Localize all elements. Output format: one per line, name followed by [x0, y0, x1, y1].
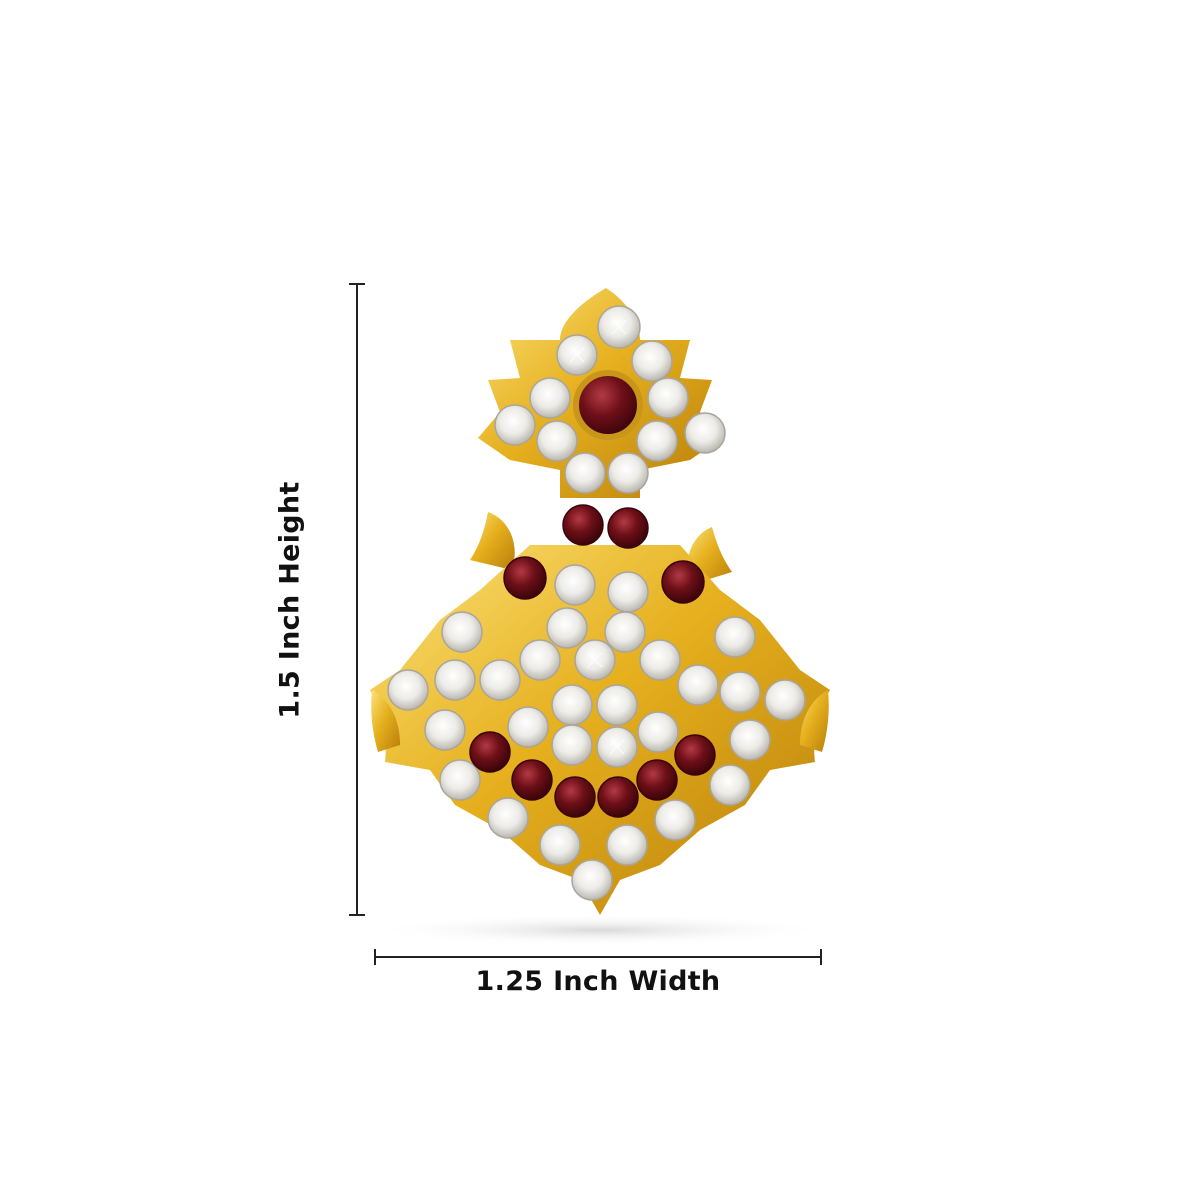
height-label: 1.5 Inch Height	[274, 481, 306, 719]
floor-shadow	[370, 914, 830, 946]
crystal-sparkles	[569, 319, 627, 755]
width-label: 1.25 Inch Width	[475, 966, 721, 997]
ruby-stones	[469, 370, 716, 818]
width-dimension-line	[374, 949, 822, 965]
jewelry-pendant	[370, 288, 830, 915]
crystal-stones	[387, 305, 806, 901]
height-dimension-line	[349, 283, 365, 916]
